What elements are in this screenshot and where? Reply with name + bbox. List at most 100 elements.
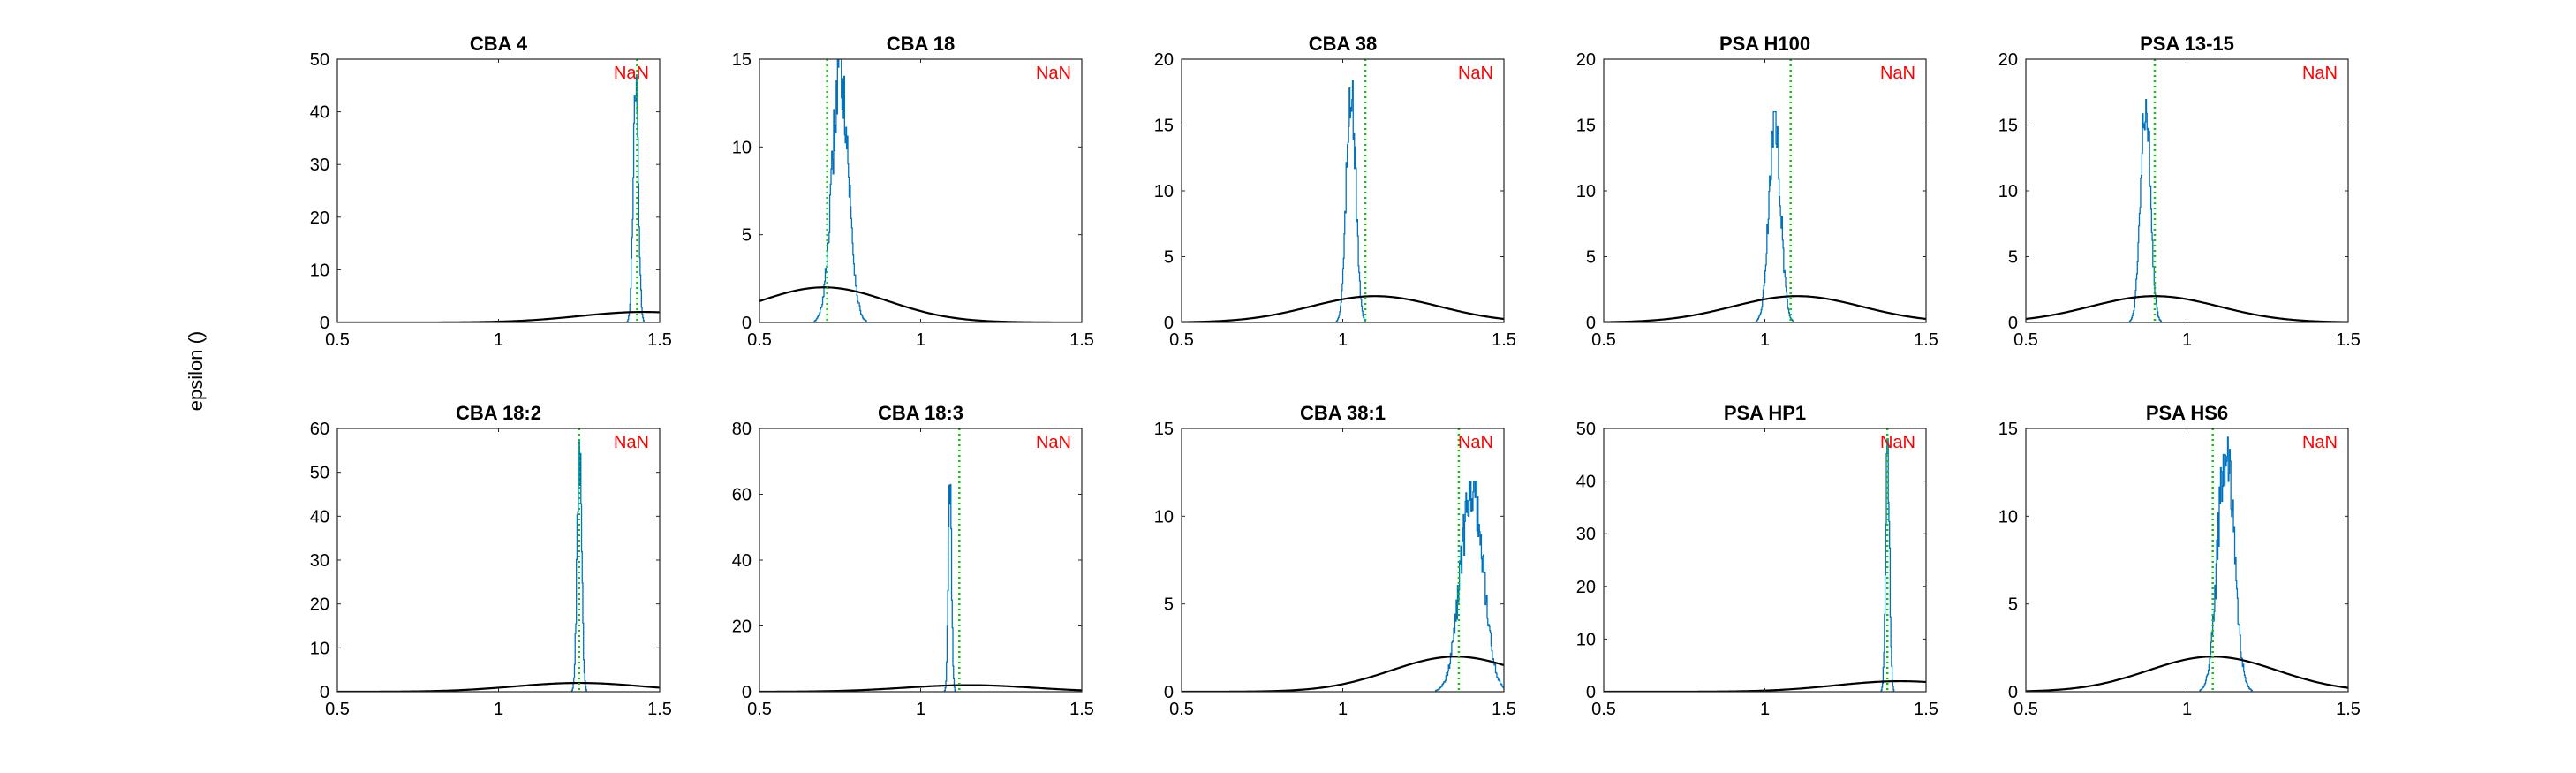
- chart-panel-5: 0 5 10 15 20 0.5 1 1.5 PSA 13-15 NaN: [1998, 33, 2361, 350]
- prior-density-curve: [2026, 295, 2348, 322]
- chart-panel-4: 0 5 10 15 20 0.5 1 1.5 PSA H100 NaN: [1576, 33, 1938, 350]
- x-tick-label: 0.5: [747, 330, 772, 350]
- x-tick-label: 0.5: [1591, 330, 1616, 350]
- y-tick-label: 20: [310, 208, 329, 228]
- y-tick-label: 80: [732, 420, 752, 439]
- y-tick-label: 0: [742, 314, 752, 333]
- y-tick-label: 5: [1164, 595, 1174, 615]
- y-tick-label: 30: [1576, 525, 1596, 544]
- posterior-histogram: [2128, 98, 2163, 322]
- chart-annotation: NaN: [1880, 64, 1915, 83]
- x-tick-label: 0.5: [1169, 700, 1194, 719]
- chart-panel-2: 0 5 10 15 0.5 1 1.5 CBA 18 NaN: [732, 33, 1094, 350]
- chart-panel-1: 0 10 20 30 40 50 0.5 1 1.5 CBA 4 NaN: [310, 33, 672, 350]
- chart-panel-10: 0 5 10 15 0.5 1 1.5 PSA HS6 NaN: [1998, 402, 2361, 719]
- y-tick-label: 10: [1998, 182, 2018, 201]
- x-tick-label: 0.5: [325, 330, 350, 350]
- chart-annotation: NaN: [1880, 433, 1915, 452]
- chart-annotation: NaN: [1458, 433, 1493, 452]
- plot-area: [337, 428, 660, 692]
- y-tick-label: 20: [1576, 50, 1596, 70]
- x-tick-label: 1: [1338, 700, 1348, 719]
- posterior-histogram: [1434, 480, 1504, 692]
- chart-panel-9: 0 10 20 30 40 50 0.5 1 1.5 PSA HP1 NaN: [1576, 402, 1938, 719]
- x-tick-label: 1: [1760, 330, 1770, 350]
- y-tick-label: 30: [310, 551, 329, 571]
- y-tick-label: 5: [742, 226, 752, 246]
- y-tick-label: 60: [732, 486, 752, 505]
- y-tick-label: 15: [1576, 117, 1596, 136]
- y-tick-label: 10: [310, 261, 329, 280]
- y-tick-label: 30: [310, 155, 329, 175]
- y-tick-label: 50: [310, 464, 329, 483]
- prior-density-curve: [1604, 295, 1926, 322]
- y-tick-label: 40: [310, 103, 329, 123]
- y-tick-label: 0: [2008, 314, 2018, 333]
- y-tick-label: 50: [1576, 420, 1596, 439]
- y-tick-label: 5: [1164, 248, 1174, 268]
- y-tick-label: 15: [1154, 420, 1174, 439]
- x-tick-label: 1.5: [2336, 700, 2361, 719]
- y-tick-label: 10: [1576, 630, 1596, 649]
- x-tick-label: 1.5: [1492, 700, 1516, 719]
- chart-annotation: NaN: [1036, 433, 1071, 452]
- x-tick-label: 1.5: [1914, 330, 1938, 350]
- x-tick-label: 1: [916, 700, 925, 719]
- plot-area: [1604, 428, 1926, 692]
- plot-area: [759, 428, 1082, 692]
- y-tick-label: 20: [1576, 578, 1596, 597]
- y-tick-label: 0: [742, 683, 752, 702]
- x-tick-label: 1.5: [2336, 330, 2361, 350]
- chart-title: PSA HP1: [1724, 402, 1806, 424]
- plot-area: [759, 59, 1082, 322]
- chart-title: CBA 18:3: [878, 402, 963, 424]
- y-tick-label: 10: [1576, 182, 1596, 201]
- y-tick-label: 15: [1998, 117, 2018, 136]
- y-tick-label: 0: [1164, 314, 1174, 333]
- y-tick-label: 0: [320, 314, 329, 333]
- x-tick-label: 0.5: [1591, 700, 1616, 719]
- x-tick-label: 1.5: [1492, 330, 1516, 350]
- posterior-histogram: [1880, 438, 1895, 692]
- chart-title: CBA 18:2: [456, 402, 541, 424]
- y-tick-label: 0: [1586, 683, 1596, 702]
- y-axis-label: epsilon (): [185, 330, 207, 412]
- x-tick-label: 0.5: [2013, 700, 2038, 719]
- y-tick-label: 20: [1154, 50, 1174, 70]
- posterior-histogram: [1755, 110, 1794, 322]
- y-tick-label: 20: [1998, 50, 2018, 70]
- y-tick-label: 0: [2008, 683, 2018, 702]
- chart-panel-8: 0 5 10 15 0.5 1 1.5 CBA 38:1 NaN: [1154, 402, 1516, 719]
- posterior-histogram: [2199, 436, 2254, 692]
- chart-panel-6: 0 10 20 30 40 50 60 0.5 1 1.5 CBA 18:2 NaN: [310, 402, 672, 719]
- chart-annotation: NaN: [2302, 64, 2338, 83]
- x-tick-label: 0.5: [1169, 330, 1194, 350]
- y-tick-label: 15: [1998, 420, 2018, 439]
- plot-area: [2026, 428, 2348, 692]
- y-tick-label: 10: [1154, 182, 1174, 201]
- y-tick-label: 0: [1586, 314, 1596, 333]
- chart-panel-3: 0 5 10 15 20 0.5 1 1.5 CBA 38 NaN: [1154, 33, 1516, 350]
- x-tick-label: 1: [1338, 330, 1348, 350]
- y-tick-label: 40: [732, 551, 752, 571]
- x-tick-label: 1.5: [1914, 700, 1938, 719]
- y-tick-label: 0: [320, 683, 329, 702]
- x-tick-label: 0.5: [747, 700, 772, 719]
- y-tick-label: 20: [310, 595, 329, 615]
- prior-density-curve: [1182, 295, 1504, 322]
- y-tick-label: 15: [1154, 117, 1174, 136]
- chart-annotation: NaN: [2302, 433, 2338, 452]
- x-tick-label: 1: [916, 330, 925, 350]
- plot-area: [1182, 428, 1504, 692]
- chart-annotation: NaN: [1036, 64, 1071, 83]
- chart-title: PSA 13-15: [2140, 33, 2234, 55]
- y-tick-label: 40: [1576, 473, 1596, 492]
- plot-layer: [1604, 59, 1926, 322]
- chart-title: CBA 18: [887, 33, 955, 55]
- x-tick-label: 1.5: [647, 330, 672, 350]
- chart-title: PSA H100: [1719, 33, 1810, 55]
- chart-annotation: NaN: [1458, 64, 1493, 83]
- x-tick-label: 1: [2182, 700, 2192, 719]
- y-tick-label: 15: [732, 50, 752, 70]
- plot-layer: [2026, 59, 2348, 322]
